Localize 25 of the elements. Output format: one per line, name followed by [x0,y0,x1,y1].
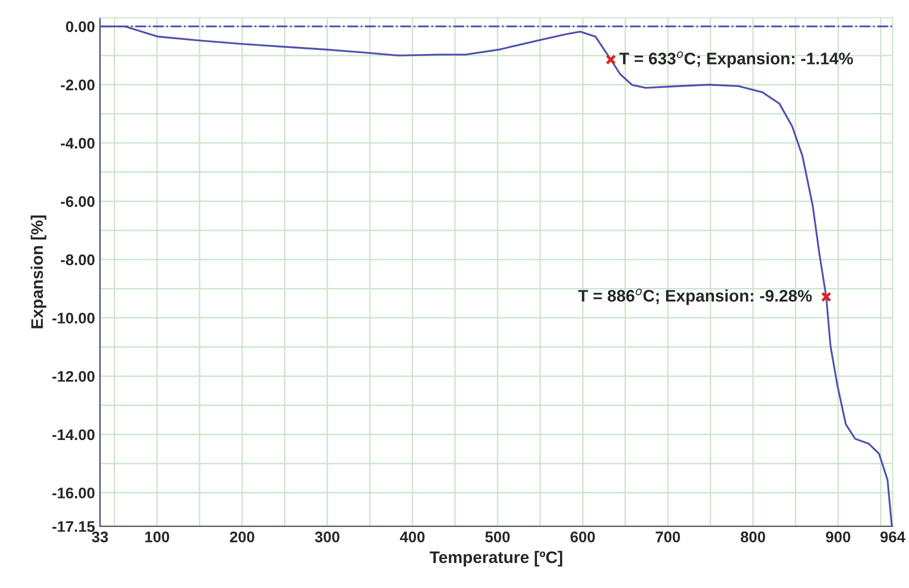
y-tick-label: -2.00 [60,80,95,90]
y-tick-label: 0.00 [66,21,95,32]
y-tick-label: -6.00 [60,196,95,207]
y-tick-label: -14.00 [52,429,95,440]
y-tick-label: -16.00 [52,488,95,498]
x-tick-label: 500 [485,532,510,542]
x-tick-label: 600 [570,532,595,542]
x-tick-label: 700 [656,532,680,542]
x-tick-label: 800 [740,532,766,542]
x-tick-label: 964 [880,532,906,542]
y-axis-title: Expansion [%] [30,215,46,328]
x-axis-title: Temperature [ºC] [430,550,562,566]
x-tick-label: 33 [92,532,108,542]
y-tick-label: -8.00 [60,254,95,266]
annotation: T = 886$^{o}$C; Expansion: -9.28% [578,288,812,305]
x-tick-label: 400 [400,532,425,542]
y-tick-label: -10.00 [52,312,95,324]
y-tick-label: -12.00 [52,371,95,382]
x-tick-label: 900 [826,532,850,542]
x-tick-label: 200 [230,532,254,542]
y-tick-label: -4.00 [60,138,95,149]
x-tick-label: 100 [145,532,170,542]
y-tick-label: -17.15 [52,521,95,532]
x-tick-label: 300 [314,532,340,542]
annotation: T = 633$^{o}$C; Expansion: -1.14% [619,51,853,68]
